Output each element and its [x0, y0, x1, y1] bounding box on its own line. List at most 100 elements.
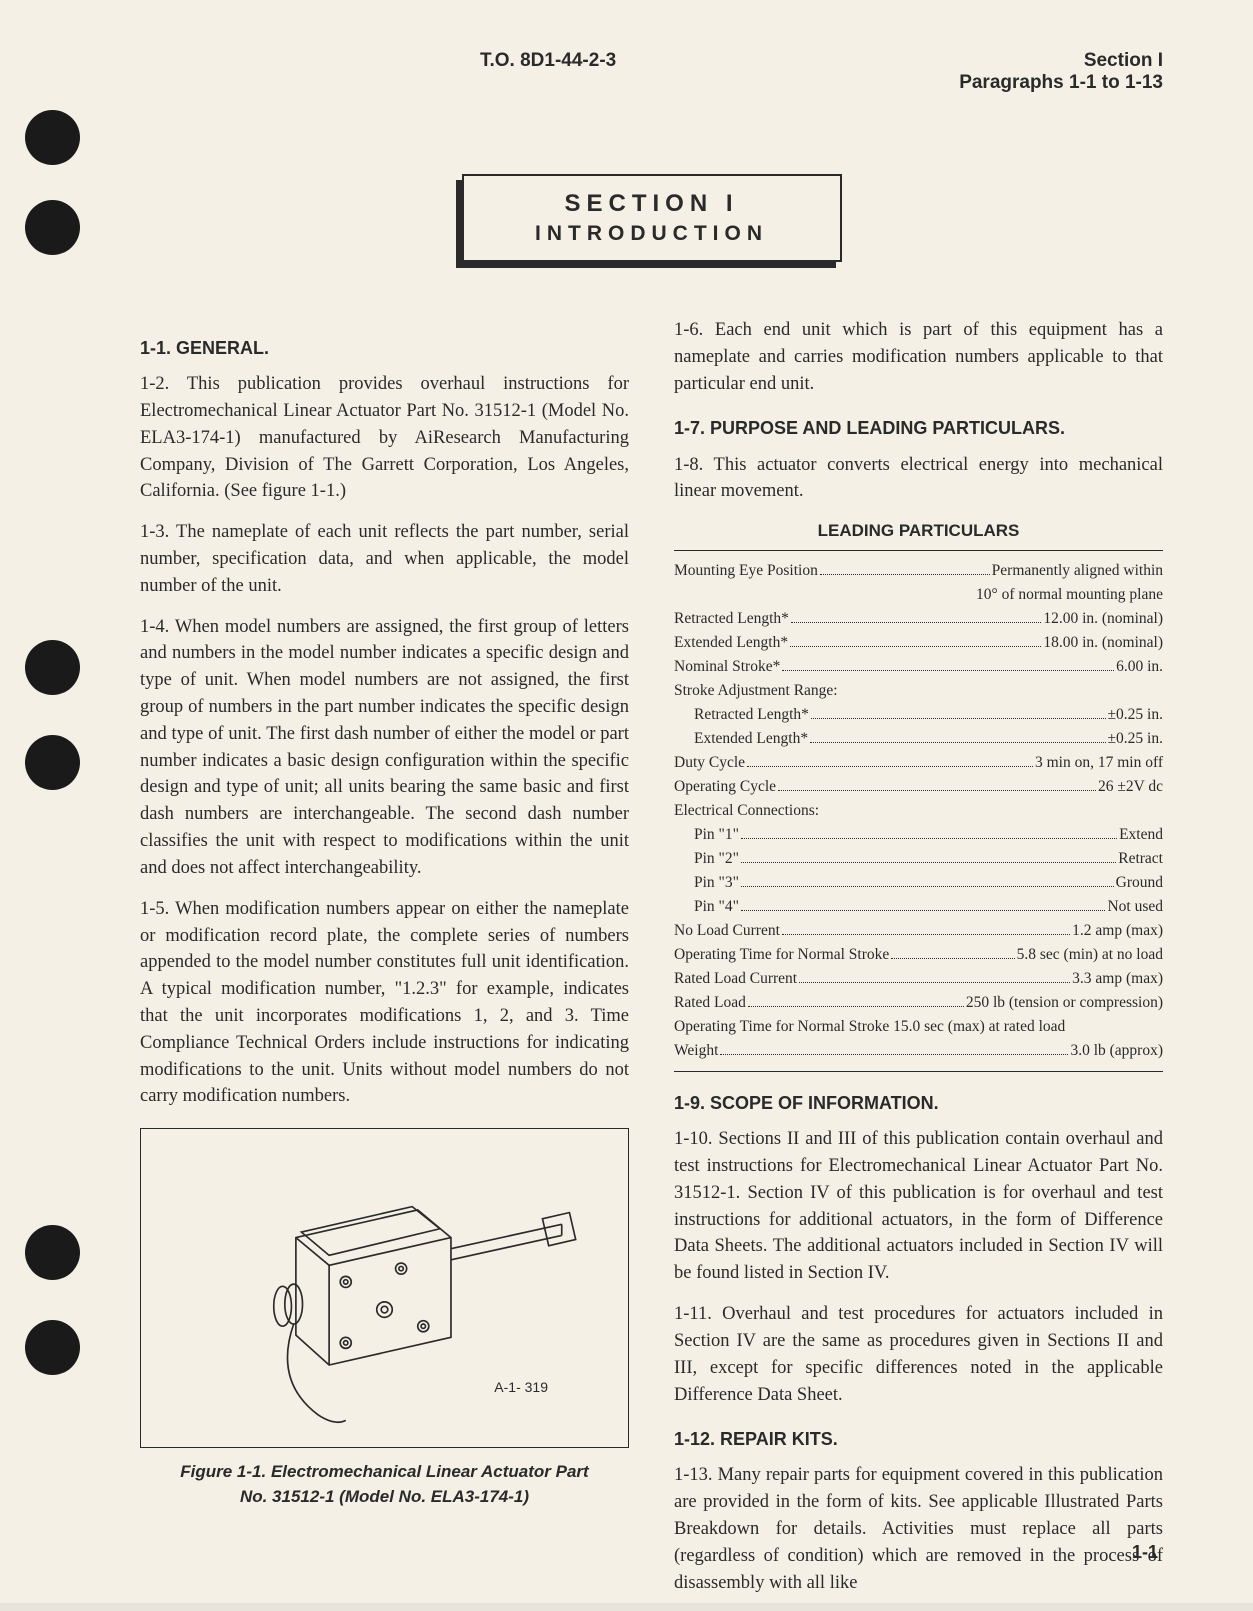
leader-dots — [820, 574, 990, 575]
para-1-10: 1-10. Sections II and III of this public… — [674, 1126, 1163, 1287]
leader-dots — [810, 742, 1105, 743]
leader-dots — [891, 958, 1014, 959]
spec-label: Weight — [674, 1039, 718, 1063]
spec-value: 12.00 in. (nominal) — [1043, 607, 1163, 631]
spec-heading: Stroke Adjustment Range: — [674, 679, 1163, 703]
spec-value: 3.0 lb (approx) — [1070, 1039, 1163, 1063]
spec-row: Pin "2" Retract — [674, 847, 1163, 871]
leader-dots — [790, 646, 1041, 647]
leader-dots — [782, 670, 1114, 671]
content-columns: 1-1. GENERAL. 1-2. This publication prov… — [140, 317, 1163, 1611]
para-1-13: 1-13. Many repair parts for equipment co… — [674, 1462, 1163, 1596]
leader-dots — [741, 910, 1105, 911]
spec-row: Rated Load 250 lb (tension or compression… — [674, 991, 1163, 1015]
leader-dots — [791, 622, 1041, 623]
spec-row: Mounting Eye Position Permanently aligned… — [674, 559, 1163, 583]
leader-dots — [811, 718, 1106, 719]
spec-row: Duty Cycle 3 min on, 17 min off — [674, 751, 1163, 775]
spec-value: 1.2 amp (max) — [1072, 919, 1163, 943]
spec-label: Extended Length* — [674, 631, 788, 655]
document-page: T.O. 8D1-44-2-3 Section I Paragraphs 1-1… — [0, 0, 1253, 1603]
spec-label: Pin "1" — [694, 823, 739, 847]
spec-row: Extended Length* ±0.25 in. — [674, 727, 1163, 751]
punch-hole — [25, 640, 80, 695]
spec-label: Nominal Stroke* — [674, 655, 780, 679]
spec-row: No Load Current 1.2 amp (max) — [674, 919, 1163, 943]
page-header: T.O. 8D1-44-2-3 Section I Paragraphs 1-1… — [140, 50, 1163, 94]
punch-hole — [25, 735, 80, 790]
page-number: 1-1 — [1132, 1542, 1158, 1563]
para-1-11: 1-11. Overhaul and test procedures for a… — [674, 1301, 1163, 1408]
left-column: 1-1. GENERAL. 1-2. This publication prov… — [140, 317, 629, 1611]
spec-label: No Load Current — [674, 919, 780, 943]
punch-hole — [25, 1320, 80, 1375]
para-1-8: 1-8. This actuator converts electrical e… — [674, 452, 1163, 506]
spec-value: Ground — [1116, 871, 1163, 895]
spec-value: ±0.25 in. — [1108, 703, 1163, 727]
header-doc-number: T.O. 8D1-44-2-3 — [480, 50, 616, 94]
leader-dots — [748, 1006, 964, 1007]
spec-continuation: 10° of normal mounting plane — [674, 583, 1163, 607]
spec-label: Pin "2" — [694, 847, 739, 871]
banner-box: SECTION I INTRODUCTION — [462, 174, 842, 262]
leader-dots — [720, 1054, 1068, 1055]
spec-value: 26 ±2V dc — [1098, 775, 1163, 799]
spec-value: 5.8 sec (min) at no load — [1017, 943, 1163, 967]
heading-purpose: 1-7. PURPOSE AND LEADING PARTICULARS. — [674, 415, 1163, 441]
spec-row: Operating Time for Normal Stroke 5.8 sec … — [674, 943, 1163, 967]
spec-label: Extended Length* — [694, 727, 808, 751]
spec-label: Mounting Eye Position — [674, 559, 818, 583]
para-1-2: 1-2. This publication provides overhaul … — [140, 371, 629, 505]
figure-caption-line1: Figure 1-1. Electromechanical Linear Act… — [180, 1462, 588, 1481]
para-1-3: 1-3. The nameplate of each unit reflects… — [140, 519, 629, 599]
leader-dots — [778, 790, 1096, 791]
spec-label: Retracted Length* — [674, 607, 789, 631]
section-title-banner: SECTION I INTRODUCTION — [462, 174, 842, 262]
spec-value: 18.00 in. (nominal) — [1043, 631, 1163, 655]
spec-row: Operating Cycle26 ±2V dc — [674, 775, 1163, 799]
leader-dots — [747, 766, 1033, 767]
leader-dots — [741, 886, 1114, 887]
spec-value: 250 lb (tension or compression) — [966, 991, 1163, 1015]
spec-label: Retracted Length* — [694, 703, 809, 727]
banner-title: INTRODUCTION — [484, 222, 820, 246]
spec-row: Retracted Length* ±0.25 in. — [674, 703, 1163, 727]
spec-value: Permanently aligned within — [992, 559, 1163, 583]
spec-row: Weight 3.0 lb (approx) — [674, 1039, 1163, 1063]
spec-row: Retracted Length* 12.00 in. (nominal) — [674, 607, 1163, 631]
spec-label: Rated Load Current — [674, 967, 797, 991]
spec-value: 3 min on, 17 min off — [1035, 751, 1163, 775]
spec-value: ±0.25 in. — [1108, 727, 1163, 751]
spec-label: Operating Time for Normal Stroke — [674, 943, 889, 967]
specifications-table: Mounting Eye Position Permanently aligned… — [674, 559, 1163, 1063]
heading-general: 1-1. GENERAL. — [140, 335, 629, 361]
heading-scope: 1-9. SCOPE OF INFORMATION. — [674, 1090, 1163, 1116]
spec-value: Not used — [1107, 895, 1163, 919]
figure-ref-number: A-1- 319 — [494, 1377, 548, 1397]
spec-label: Duty Cycle — [674, 751, 745, 775]
spec-row: Pin "4"Not used — [674, 895, 1163, 919]
header-section: Section I — [959, 50, 1163, 72]
spec-value: 6.00 in. — [1116, 655, 1163, 679]
spec-row: Pin "3"Ground — [674, 871, 1163, 895]
para-1-5: 1-5. When modification numbers appear on… — [140, 896, 629, 1111]
particulars-rule-bottom — [674, 1071, 1163, 1072]
heading-repair-kits: 1-12. REPAIR KITS. — [674, 1426, 1163, 1452]
para-1-6: 1-6. Each end unit which is part of this… — [674, 317, 1163, 397]
punch-hole — [25, 110, 80, 165]
spec-value: Extend — [1119, 823, 1163, 847]
leader-dots — [799, 982, 1070, 983]
leader-dots — [741, 838, 1117, 839]
spec-label: Rated Load — [674, 991, 746, 1015]
spec-row: Rated Load Current3.3 amp (max) — [674, 967, 1163, 991]
spec-row: Extended Length* 18.00 in. (nominal) — [674, 631, 1163, 655]
right-column: 1-6. Each end unit which is part of this… — [674, 317, 1163, 1611]
header-section-info: Section I Paragraphs 1-1 to 1-13 — [959, 50, 1163, 94]
leader-dots — [741, 862, 1116, 863]
spec-value: Retract — [1118, 847, 1163, 871]
para-1-4: 1-4. When model numbers are assigned, th… — [140, 614, 629, 882]
figure-caption: Figure 1-1. Electromechanical Linear Act… — [140, 1460, 629, 1509]
spec-heading: Operating Time for Normal Stroke 15.0 se… — [674, 1015, 1163, 1039]
header-paragraphs: Paragraphs 1-1 to 1-13 — [959, 72, 1163, 94]
spec-row: Pin "1" Extend — [674, 823, 1163, 847]
